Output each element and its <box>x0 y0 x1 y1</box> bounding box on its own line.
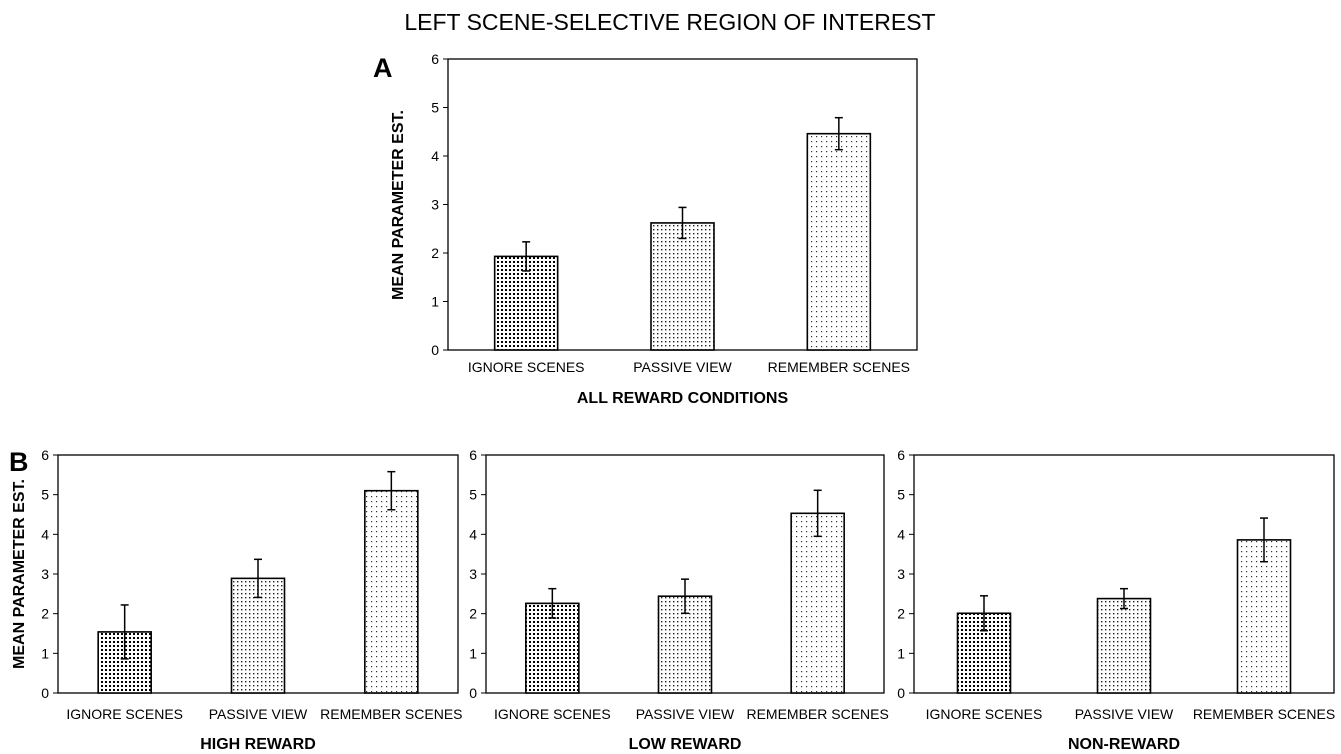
y-tick-label: 2 <box>41 606 49 622</box>
y-tick-label: 3 <box>431 197 439 213</box>
y-axis-title: MEAN PARAMETER EST. <box>390 110 407 300</box>
y-tick-label: 3 <box>897 566 905 582</box>
category-label: PASSIVE VIEW <box>1075 706 1174 722</box>
y-tick-label: 6 <box>41 447 49 463</box>
bar <box>230 577 286 694</box>
category-label: IGNORE SCENES <box>926 706 1043 722</box>
y-tick-label: 2 <box>469 606 477 622</box>
category-label: REMEMBER SCENES <box>768 359 910 375</box>
y-tick-label: 6 <box>469 447 477 463</box>
bar <box>790 512 845 694</box>
figure-title: LEFT SCENE-SELECTIVE REGION OF INTEREST <box>404 9 935 35</box>
category-label: IGNORE SCENES <box>494 706 611 722</box>
chart-panel-b-low-reward: 0 1 2 3 4 5 6 IGNORE SCENES PASSIVE VIEW REMEMBER… <box>469 447 889 753</box>
category-label: PASSIVE VIEW <box>209 706 308 722</box>
category-label: PASSIVE VIEW <box>636 706 735 722</box>
chart-panel-b-non-reward: 0 1 2 3 4 5 6 IGNORE SCENES PASSIVE VIEW REMEMBER… <box>897 447 1335 753</box>
y-tick-label: 1 <box>431 294 439 310</box>
y-tick-label: 5 <box>431 100 439 116</box>
y-tick-label: 1 <box>897 645 905 661</box>
category-label: REMEMBER SCENES <box>1193 706 1335 722</box>
bar <box>1236 539 1292 694</box>
y-tick-label: 5 <box>41 487 49 503</box>
y-tick-label: 3 <box>41 566 49 582</box>
bar <box>650 222 715 351</box>
category-label: IGNORE SCENES <box>468 359 585 375</box>
y-tick-label: 6 <box>897 447 905 463</box>
y-tick-label: 4 <box>431 148 439 164</box>
bar <box>1096 597 1152 694</box>
category-label: REMEMBER SCENES <box>320 706 462 722</box>
category-label: PASSIVE VIEW <box>633 359 732 375</box>
y-tick-label: 4 <box>41 526 49 542</box>
y-tick-label: 0 <box>469 685 477 701</box>
category-label: IGNORE SCENES <box>66 706 183 722</box>
y-tick-label: 1 <box>41 645 49 661</box>
y-tick-label: 0 <box>431 342 439 358</box>
y-tick-label: 6 <box>431 51 439 67</box>
bar <box>493 255 559 351</box>
y-tick-label: 0 <box>897 685 905 701</box>
y-tick-label: 4 <box>897 526 905 542</box>
y-tick-label: 2 <box>431 245 439 261</box>
y-tick-label: 5 <box>469 487 477 503</box>
y-tick-label: 3 <box>469 566 477 582</box>
category-label: REMEMBER SCENES <box>746 706 888 722</box>
chart-panel-b-high-reward: 0 1 2 3 4 5 6 IGNORE SCENES PASSIVE VIEW REMEMBER… <box>9 447 463 753</box>
panel-letter: A <box>373 53 393 83</box>
x-axis-title: ALL REWARD CONDITIONS <box>577 390 789 407</box>
chart-panel-a: 0 1 2 3 4 5 6 IGNORE SCENES PASSIVE VIEW REMEMBER… <box>373 51 918 407</box>
x-axis-title: LOW REWARD <box>629 736 742 753</box>
y-tick-label: 2 <box>897 606 905 622</box>
y-tick-label: 0 <box>41 685 49 701</box>
panel-letter: B <box>9 447 29 477</box>
x-axis-title: NON-REWARD <box>1068 736 1180 753</box>
x-axis-title: HIGH REWARD <box>200 736 316 753</box>
y-tick-label: 4 <box>469 526 477 542</box>
y-tick-label: 1 <box>469 645 477 661</box>
y-axis-title: MEAN PARAMETER EST. <box>11 479 28 669</box>
bar <box>364 489 419 694</box>
bar <box>806 132 872 351</box>
y-tick-label: 5 <box>897 487 905 503</box>
